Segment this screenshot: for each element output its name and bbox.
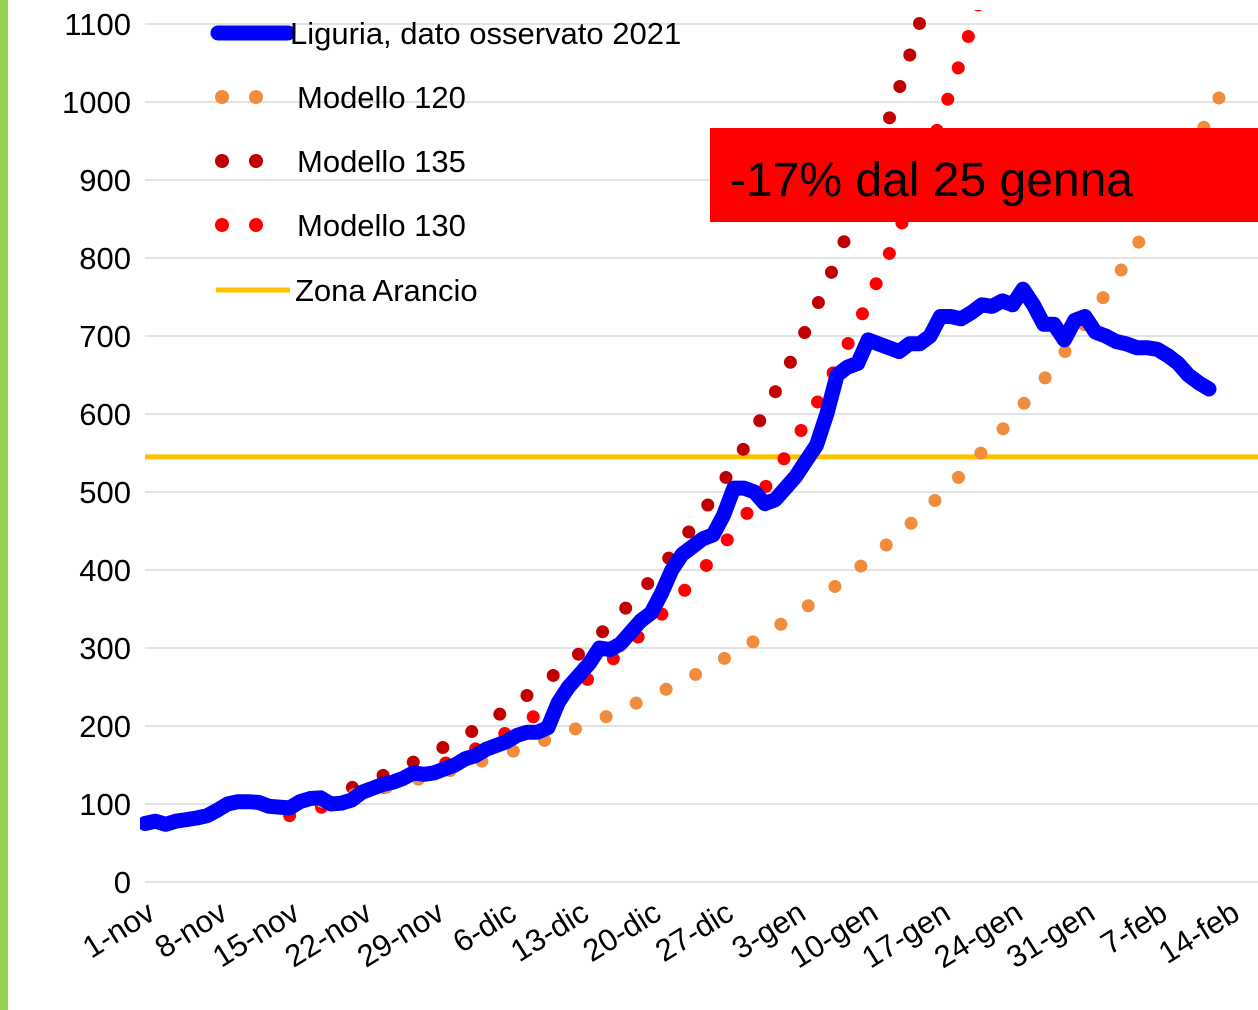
legend-swatch (249, 90, 263, 104)
legend-swatch (249, 154, 263, 168)
y-tick-label: 800 (79, 241, 131, 276)
legend-label: Liguria, dato osservato 2021 (290, 16, 681, 51)
observed-line (140, 281, 1217, 832)
y-tick-label: 500 (79, 475, 131, 510)
legend-swatch (215, 154, 229, 168)
y-tick-label: 700 (79, 319, 131, 354)
y-tick-label: 0 (114, 865, 131, 900)
legend-swatch (249, 218, 263, 232)
y-tick-label: 600 (79, 397, 131, 432)
plot (140, 10, 1258, 832)
side-bar (0, 0, 8, 1010)
annotation-box (710, 128, 1258, 222)
model-line (283, 15, 927, 815)
x-tick-label: 27-dic (649, 894, 739, 968)
x-tick-label: 14-feb (1152, 894, 1245, 970)
y-tick-label: 1000 (62, 85, 131, 120)
y-tick-label: 100 (79, 787, 131, 822)
x-tick-label: 1-nov (76, 894, 161, 965)
x-tick-label: 20-dic (577, 894, 667, 968)
legend-label: Modello 130 (297, 208, 466, 243)
legend-label: Modello 135 (297, 144, 466, 179)
model-line (283, 10, 984, 823)
y-tick-label: 400 (79, 553, 131, 588)
legend-label: Zona Arancio (295, 273, 478, 308)
y-tick-label: 900 (79, 163, 131, 198)
x-tick-label: 13-dic (504, 894, 594, 968)
y-tick-label: 300 (79, 631, 131, 666)
legend-label: Modello 120 (297, 80, 466, 115)
legend-swatch (215, 218, 229, 232)
legend-swatch (215, 90, 229, 104)
annotation-text: -17% dal 25 genna (730, 154, 1133, 207)
y-tick-label: 1100 (64, 7, 131, 42)
y-tick-label: 200 (79, 709, 131, 744)
